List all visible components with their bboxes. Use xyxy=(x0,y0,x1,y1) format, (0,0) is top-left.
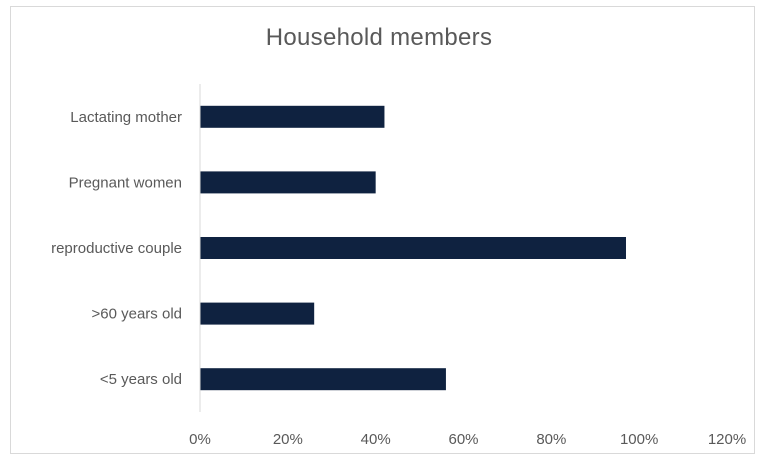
category-label: >60 years old xyxy=(92,306,182,323)
bar xyxy=(200,171,376,194)
x-tick-label: 80% xyxy=(536,431,566,448)
bar xyxy=(200,302,315,325)
bar xyxy=(200,237,626,259)
bar xyxy=(200,368,446,391)
x-tick-label: 120% xyxy=(708,431,746,448)
x-tick-label: 40% xyxy=(361,431,391,448)
x-tick-label: 20% xyxy=(273,431,303,448)
category-label: reproductive couple xyxy=(51,240,182,257)
x-tick-label: 100% xyxy=(620,431,658,448)
category-label: <5 years old xyxy=(100,371,182,388)
bar xyxy=(200,105,385,128)
category-labels: Lactating mother Pregnant women reproducti… xyxy=(51,109,182,388)
category-label: Lactating mother xyxy=(70,109,182,126)
x-tick-label: 0% xyxy=(189,431,211,448)
x-tick-labels: 0% 20% 40% 60% 80% 100% 120% xyxy=(189,431,746,448)
x-tick-label: 60% xyxy=(448,431,478,448)
bars-group xyxy=(200,105,626,391)
category-label: Pregnant women xyxy=(69,174,182,191)
chart-title: Household members xyxy=(265,24,493,51)
